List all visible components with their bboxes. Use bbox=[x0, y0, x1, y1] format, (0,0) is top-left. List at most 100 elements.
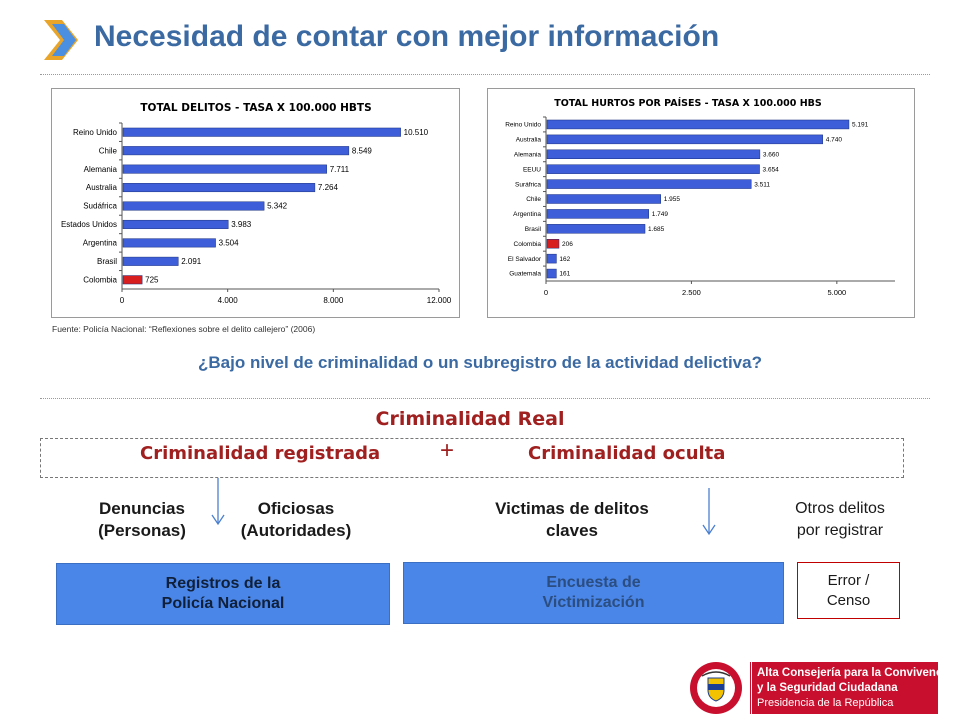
data-label: 4.740 bbox=[826, 137, 843, 144]
chart-total-hurtos-svg: TOTAL HURTOS POR PAÍSES - TASA X 100.000… bbox=[505, 97, 895, 297]
data-label: 3.504 bbox=[219, 239, 240, 248]
bar bbox=[546, 253, 557, 264]
plus-sign: + bbox=[440, 437, 455, 464]
x-tick-label: 4.000 bbox=[218, 296, 239, 305]
data-label: 1.749 bbox=[652, 211, 669, 218]
arrow-down-icon bbox=[211, 478, 225, 526]
bar bbox=[546, 149, 761, 159]
data-label: 7.264 bbox=[318, 183, 339, 192]
data-label: 206 bbox=[562, 241, 573, 248]
bar bbox=[546, 119, 850, 130]
encuesta-victimizacion-box: Encuesta de Victimización bbox=[403, 562, 784, 624]
criminalidad-oculta-label: Criminalidad oculta bbox=[528, 443, 726, 464]
data-label: 725 bbox=[145, 275, 159, 284]
category-label: Colombia bbox=[514, 241, 542, 248]
chevron-icon bbox=[44, 20, 78, 60]
bar bbox=[122, 164, 327, 174]
data-label: 1.685 bbox=[648, 226, 665, 233]
criminalidad-real-label: Criminalidad Real bbox=[375, 408, 565, 430]
bar bbox=[546, 239, 560, 249]
logo-line-1: Alta Consejería para la Convivencia bbox=[757, 667, 952, 679]
bar bbox=[122, 219, 229, 229]
bar bbox=[122, 238, 216, 248]
category-label: Guatemala bbox=[509, 271, 541, 278]
logo-line-3: Presidencia de la República bbox=[757, 697, 894, 709]
chart-title: TOTAL DELITOS - TASA X 100.000 HBTS bbox=[140, 102, 371, 114]
otros-delitos-label: Otros delitos por registrar bbox=[795, 500, 885, 539]
source-note: Fuente: Policía Nacional: “Reflexiones s… bbox=[52, 324, 316, 334]
category-label: Reino Unido bbox=[505, 122, 541, 129]
denuncias-label: Denuncias (Personas) bbox=[98, 499, 186, 540]
chart-total-hurtos: TOTAL HURTOS POR PAÍSES - TASA X 100.000… bbox=[487, 88, 915, 318]
x-tick-label: 0 bbox=[544, 288, 548, 297]
logo-divider bbox=[750, 662, 751, 714]
chart-total-delitos: TOTAL DELITOS - TASA X 100.000 HBTS 0 4.00… bbox=[51, 88, 460, 318]
header-divider bbox=[40, 74, 930, 75]
data-label: 1.955 bbox=[664, 196, 681, 203]
category-label: Australia bbox=[516, 137, 542, 144]
category-label: Reino Unido bbox=[73, 128, 118, 137]
chart-title: TOTAL HURTOS POR PAÍSES - TASA X 100.000… bbox=[554, 97, 822, 109]
bar bbox=[122, 275, 143, 285]
data-label: 7.711 bbox=[330, 165, 350, 174]
data-label: 2.091 bbox=[181, 257, 202, 266]
bar bbox=[122, 201, 265, 211]
page-title: Necesidad de contar con mejor informació… bbox=[94, 20, 720, 53]
data-label: 5.191 bbox=[852, 122, 869, 129]
logo-banner bbox=[752, 662, 938, 714]
x-tick-label: 2.500 bbox=[682, 288, 701, 297]
bar bbox=[546, 268, 557, 279]
x-tick-label: 12.000 bbox=[427, 296, 452, 305]
oficiosas-label: Oficiosas (Autoridades) bbox=[240, 499, 352, 540]
bar bbox=[546, 224, 646, 234]
category-label: Chile bbox=[99, 146, 118, 155]
category-label: Chile bbox=[526, 196, 541, 203]
category-label: Argentina bbox=[83, 239, 118, 248]
x-tick-label: 5.000 bbox=[827, 288, 846, 297]
arrow-down-icon bbox=[702, 488, 716, 536]
bar bbox=[122, 127, 401, 137]
bar bbox=[546, 209, 649, 219]
bar bbox=[122, 146, 350, 156]
data-label: 161 bbox=[559, 271, 570, 278]
data-label: 5.342 bbox=[267, 202, 288, 211]
bar bbox=[122, 183, 316, 193]
category-label: Estados Unidos bbox=[61, 220, 117, 229]
category-label: El Salvador bbox=[508, 256, 542, 263]
data-label: 3.983 bbox=[231, 220, 252, 229]
category-label: Brasil bbox=[97, 257, 117, 266]
bar bbox=[546, 179, 752, 189]
criminalidad-registrada-label: Criminalidad registrada bbox=[140, 443, 381, 464]
category-label: Alemania bbox=[84, 165, 118, 174]
data-label: 3.511 bbox=[754, 181, 770, 188]
data-label: 3.654 bbox=[763, 166, 780, 173]
criminalidad-dashed-box bbox=[40, 438, 904, 478]
category-label: Sudáfrica bbox=[83, 202, 117, 211]
data-label: 10.510 bbox=[404, 128, 429, 137]
victimas-label: Victimas de delitos claves bbox=[495, 499, 649, 540]
coat-of-arms-seal-icon bbox=[690, 662, 742, 714]
category-label: Suráfrica bbox=[515, 181, 541, 188]
category-label: Alemania bbox=[514, 151, 541, 158]
registros-policia-box: Registros de la Policía Nacional bbox=[56, 563, 390, 625]
error-censo-box: Error / Censo bbox=[797, 562, 900, 619]
data-label: 162 bbox=[559, 256, 570, 263]
data-label: 8.549 bbox=[352, 146, 373, 155]
x-tick-label: 0 bbox=[120, 296, 125, 305]
data-label: 3.660 bbox=[763, 151, 780, 158]
category-label: Colombia bbox=[83, 275, 117, 284]
bar bbox=[122, 256, 179, 266]
chart-total-delitos-svg: TOTAL DELITOS - TASA X 100.000 HBTS 0 4.00… bbox=[61, 102, 452, 305]
x-tick-label: 8.000 bbox=[323, 296, 344, 305]
category-label: Australia bbox=[86, 183, 118, 192]
bar bbox=[546, 164, 760, 174]
logo: Alta Consejería para la Convivencia y la… bbox=[688, 660, 952, 716]
bar bbox=[546, 194, 661, 204]
category-label: Brasil bbox=[525, 226, 542, 233]
section-divider bbox=[40, 398, 930, 399]
category-label: EEUU bbox=[523, 166, 541, 173]
category-label: Argentina bbox=[513, 211, 541, 218]
question-text: ¿Bajo nivel de criminalidad o un subregi… bbox=[198, 353, 762, 372]
bar bbox=[546, 134, 823, 145]
logo-line-2: y la Seguridad Ciudadana bbox=[757, 682, 898, 694]
